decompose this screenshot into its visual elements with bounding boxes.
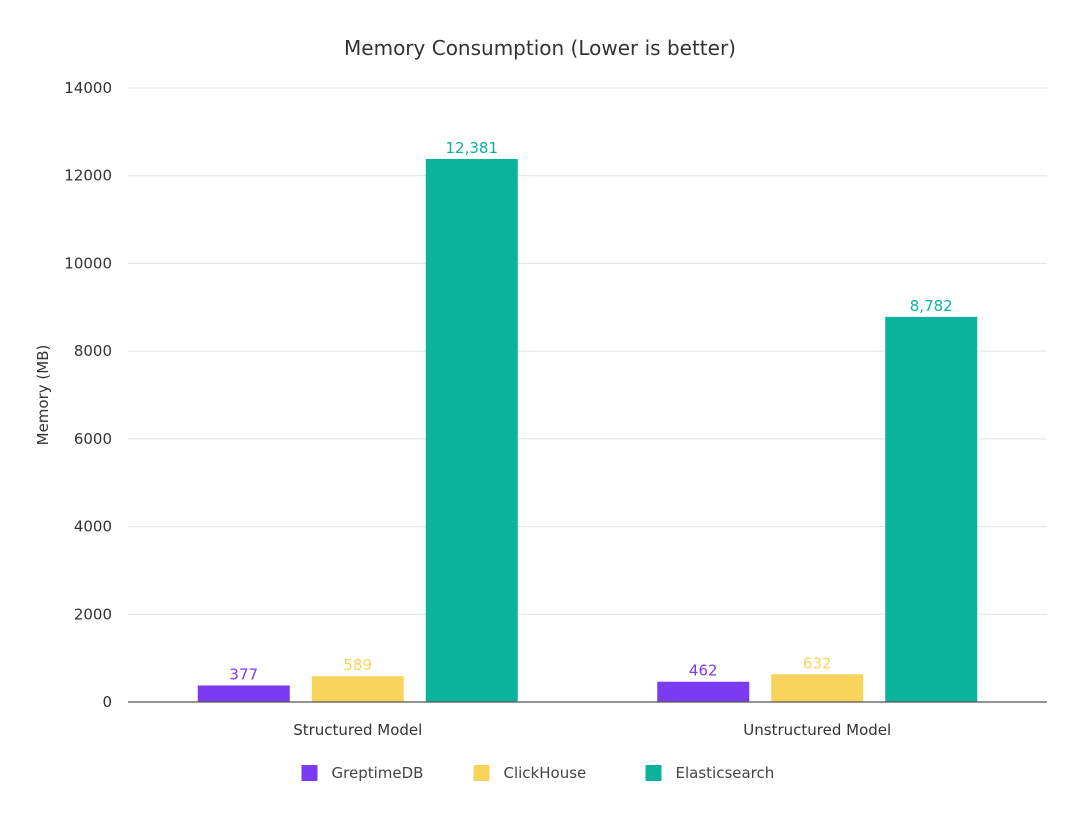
axes: 0 2000 4000 6000 8000 10000 12000 14000 Structur… xyxy=(64,79,1047,739)
y-tick-label: 12000 xyxy=(64,167,112,185)
legend-label-elasticsearch: Elasticsearch xyxy=(676,764,775,782)
bar-greptimedb-1 xyxy=(197,685,290,702)
chart-title: Memory Consumption (Lower is better) xyxy=(344,36,736,60)
y-axis-label: Memory (MB) xyxy=(34,345,52,446)
y-tick-label: 0 xyxy=(102,693,112,711)
y-tick-label: 10000 xyxy=(64,254,112,272)
legend-swatch-clickhouse xyxy=(473,765,490,781)
legend-label-greptimedb: GreptimeDB xyxy=(332,764,424,782)
legend-label-clickhouse: ClickHouse xyxy=(504,764,587,782)
x-tick-label: Unstructured Model xyxy=(743,721,891,739)
y-tick-label: 2000 xyxy=(74,605,112,623)
bar-clickhouse-1 xyxy=(311,676,404,702)
y-tick-label: 4000 xyxy=(74,518,112,536)
bars xyxy=(197,159,978,703)
data-label: 377 xyxy=(229,665,258,683)
bar-clickhouse-2 xyxy=(771,674,864,702)
legend-swatch-greptimedb xyxy=(301,765,318,781)
y-tick-label: 14000 xyxy=(64,79,112,97)
data-labels: 377 589 12,381 462 632 8,782 xyxy=(229,139,952,683)
bar-elasticsearch-1 xyxy=(425,159,518,703)
x-tick-label: Structured Model xyxy=(293,721,422,739)
gridlines xyxy=(128,87,1047,615)
data-label: 462 xyxy=(689,662,718,680)
y-tick-label: 8000 xyxy=(74,342,112,360)
data-label: 632 xyxy=(803,654,832,672)
y-tick-label: 6000 xyxy=(74,430,112,448)
data-label: 589 xyxy=(343,656,372,674)
data-label: 12,381 xyxy=(446,139,499,157)
legend: GreptimeDB ClickHouse Elasticsearch xyxy=(301,764,775,782)
data-label: 8,782 xyxy=(910,297,953,315)
bar-elasticsearch-2 xyxy=(885,316,978,702)
bar-greptimedb-2 xyxy=(657,681,750,702)
legend-swatch-elasticsearch xyxy=(645,765,662,781)
